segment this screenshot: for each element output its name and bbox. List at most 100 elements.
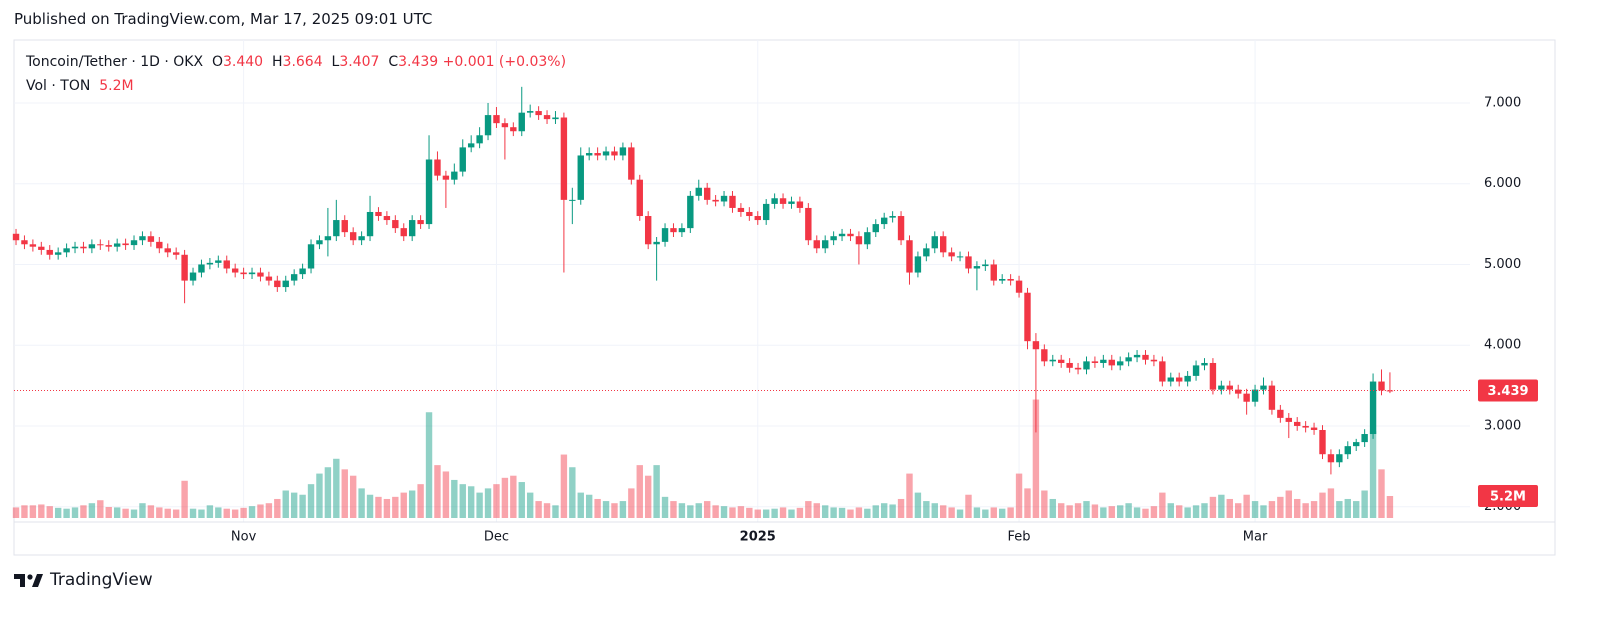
candle-body [1100, 359, 1107, 363]
candle-body [248, 272, 256, 275]
candle-body [1176, 377, 1183, 382]
y-tick-label: 6.000 [1484, 176, 1521, 191]
volume-bar [948, 507, 955, 518]
volume-bar [526, 492, 534, 518]
candle-body [569, 199, 576, 201]
volume-bar [181, 480, 188, 518]
candle-body [1260, 385, 1267, 390]
volume-bar [1032, 399, 1040, 518]
volume-bar [46, 506, 53, 518]
candle-body [21, 240, 28, 245]
volume-bar [349, 475, 357, 518]
volume-bar [223, 508, 230, 518]
volume-bar [518, 482, 525, 518]
candle-body [771, 198, 778, 204]
legend-symbol: Toncoin/Tether · 1D · OKX [26, 54, 204, 70]
volume-bar [754, 509, 761, 518]
volume-bar [560, 454, 568, 518]
published-note: Published on TradingView.com, Mar 17, 20… [14, 10, 433, 28]
candle-body [1083, 361, 1090, 370]
candle-body [687, 195, 694, 229]
x-tick-label: Feb [1008, 530, 1031, 545]
volume-bar [577, 492, 584, 518]
candle-body [628, 147, 635, 180]
candle-body [215, 260, 222, 263]
volume-bar [1041, 490, 1048, 518]
candle-body [653, 241, 660, 245]
volume-bar [771, 508, 778, 518]
candle-body [1235, 389, 1242, 394]
volume-bar [1319, 492, 1326, 518]
volume-bar [139, 503, 146, 518]
volume-bar [830, 507, 837, 518]
volume-bar [71, 507, 79, 518]
candle-body [54, 252, 62, 255]
volume-bar [1125, 503, 1132, 518]
candle-body [156, 241, 163, 249]
legend-key: C [388, 54, 399, 70]
volume-bar [63, 508, 70, 518]
footer: TradingView [14, 570, 153, 590]
candle-body [358, 236, 365, 241]
volume-bar [307, 484, 315, 518]
candle-body [1091, 361, 1099, 363]
legend-key: L [331, 54, 340, 70]
candle-body [63, 248, 70, 253]
x-tick-label: Dec [484, 530, 509, 545]
volume-bar [105, 507, 112, 518]
candle-body [830, 236, 837, 241]
candle-body [400, 228, 407, 237]
volume-value-box [1478, 485, 1538, 508]
volume-bar [1049, 498, 1056, 518]
volume-bar [1294, 498, 1301, 518]
candle-body [560, 117, 568, 200]
volume-bar [552, 505, 559, 518]
candle-body [383, 216, 391, 221]
candle-body [821, 240, 829, 249]
candle-body [1192, 365, 1200, 376]
volume-bar [1310, 501, 1318, 518]
candle-body [644, 216, 652, 245]
candle-body [889, 216, 896, 218]
candle-body [198, 264, 205, 273]
candle-body [493, 115, 500, 124]
volume-bar [1083, 501, 1090, 518]
volume-bar [156, 507, 163, 518]
y-tick-label: 3.000 [1484, 418, 1521, 433]
candle-body [897, 216, 905, 241]
x-tick-label: Mar [1243, 530, 1268, 545]
candle-body [670, 228, 677, 233]
candle-body [948, 252, 955, 257]
candle-body [1277, 409, 1284, 418]
candle-body [535, 111, 542, 116]
volume-bar [805, 501, 812, 518]
last-price-label: 3.439 [1487, 384, 1528, 399]
volume-bar [1015, 473, 1023, 518]
candle-body [1066, 362, 1073, 368]
candle-body [838, 233, 846, 237]
volume-bar [442, 471, 450, 518]
legend-value: 3.439 [398, 54, 439, 70]
volume-bar [451, 479, 458, 518]
volume-bar [122, 508, 129, 518]
volume-bar [290, 492, 298, 518]
volume-bar [1327, 488, 1335, 518]
volume-bar [1192, 505, 1200, 518]
candle-body [619, 147, 627, 156]
candle-body [880, 217, 888, 225]
volume-bar [889, 504, 896, 518]
candle-body [501, 123, 509, 128]
volume-bar [198, 509, 205, 518]
candle-body [1353, 442, 1360, 447]
candle-body [451, 171, 458, 180]
volume-bar [341, 469, 348, 518]
candle-body [147, 236, 155, 242]
volume-bar [459, 484, 466, 518]
candle-body [611, 151, 618, 156]
candle-body [38, 246, 45, 250]
candle-body [1327, 454, 1335, 463]
candle-body [973, 266, 981, 269]
candle-body [1268, 385, 1276, 410]
volume-bar [906, 473, 913, 518]
volume-bar [29, 505, 37, 518]
